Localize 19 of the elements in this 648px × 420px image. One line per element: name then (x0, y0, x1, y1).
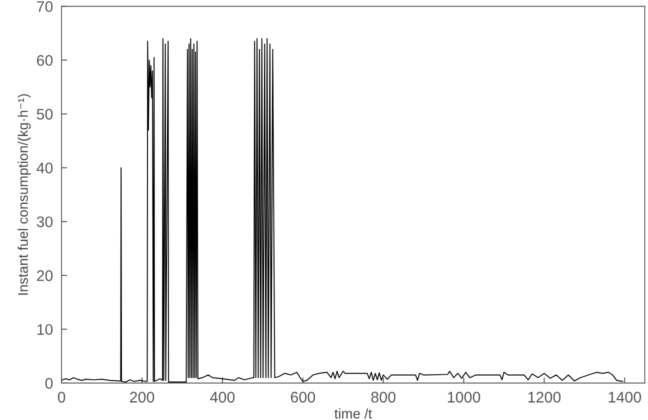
x-tick-label: 800 (371, 392, 396, 403)
y-tick-label: 50 (36, 108, 53, 120)
x-axis-title: time /t (334, 408, 372, 419)
y-tick-label: 10 (37, 324, 53, 335)
x-tick-label: 200 (130, 392, 154, 403)
y-tick-label: 40 (36, 162, 53, 174)
x-tick-label: 600 (290, 392, 316, 403)
y-tick-label: 0 (45, 378, 53, 389)
x-tick-label: 0 (58, 392, 66, 403)
x-tick-label: 1000 (448, 392, 480, 403)
x-tick-label: 400 (210, 392, 235, 403)
y-tick-label: 60 (37, 54, 53, 66)
y-tick-label: 70 (37, 1, 53, 12)
y-axis-title: Instant fuel consumption/(kg·h⁻¹) (18, 94, 31, 295)
y-tick-label: 30 (36, 216, 53, 228)
y-tick-label: 20 (37, 270, 53, 282)
line-series (62, 38, 624, 382)
x-tick-label: 1400 (608, 392, 642, 403)
x-tick-label: 1200 (528, 392, 561, 403)
